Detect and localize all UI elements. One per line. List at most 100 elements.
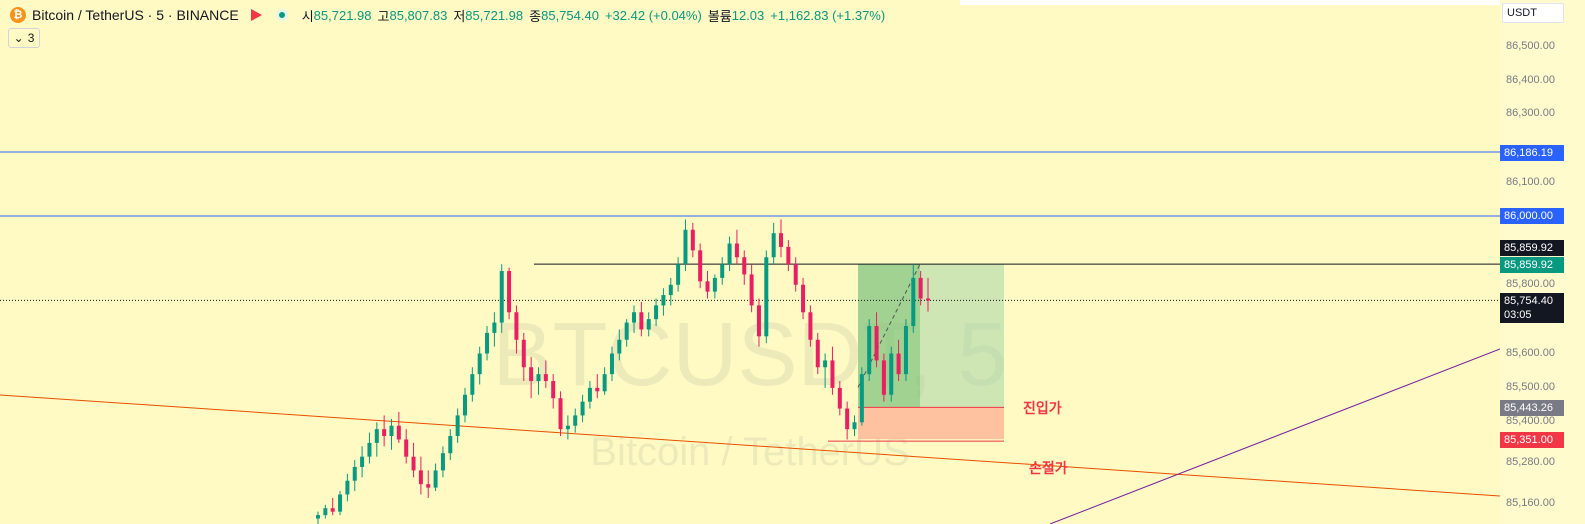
candle-body <box>646 319 651 330</box>
candle-body <box>323 508 328 516</box>
candle-body <box>683 229 688 265</box>
candle-body <box>529 367 534 382</box>
bitcoin-icon: ₿ <box>10 7 26 23</box>
candle-body <box>918 277 923 299</box>
loss-zone <box>858 407 1004 440</box>
open-label: 시 <box>301 8 314 24</box>
candle-body <box>779 233 784 247</box>
candle-body <box>639 312 644 330</box>
candle-body <box>418 470 423 485</box>
candle-body <box>316 515 320 519</box>
candle-body <box>632 312 637 323</box>
price-badge-high-black: 85,859.92 <box>1500 240 1564 256</box>
candle-body <box>676 264 681 285</box>
candle-body <box>382 429 387 437</box>
price-chart[interactable]: BTCUSDT, 5 Bitcoin / TetherUS <box>0 0 1500 524</box>
axis-tick: 86,400.00 <box>1506 74 1555 86</box>
current-price: 85,754.40 <box>1504 295 1553 307</box>
candle-body <box>551 381 556 399</box>
candle-body <box>374 429 379 443</box>
axis-tick: 86,500.00 <box>1506 40 1555 52</box>
purple-trendline <box>1049 348 1500 524</box>
volume-value: 12.03 <box>731 7 765 23</box>
candle-body <box>727 243 732 265</box>
open-value: 85,721.98 <box>313 7 372 23</box>
candle-body <box>698 250 703 282</box>
candle-body <box>859 374 864 423</box>
low-label: 저 <box>453 8 466 24</box>
candle-body <box>764 257 769 337</box>
candle-body <box>507 271 512 313</box>
candle-body <box>845 408 850 430</box>
candle-body <box>587 387 592 402</box>
candle-body <box>690 229 695 251</box>
candle-body <box>823 360 828 368</box>
symbol-legend: ₿ Bitcoin / TetherUS · 5 · BINANCE 시 85,… <box>10 5 891 25</box>
symbol-title[interactable]: Bitcoin / TetherUS · 5 · BINANCE <box>32 7 239 23</box>
candle-body <box>896 353 901 375</box>
candle-body <box>455 415 460 437</box>
candle-body <box>499 271 504 323</box>
candle-body <box>793 264 798 285</box>
candle-body <box>742 257 747 275</box>
volume-label: 볼륨 <box>707 8 732 24</box>
candle-body <box>654 305 659 320</box>
candle-body <box>448 436 453 454</box>
candle-body <box>485 332 490 354</box>
candle-body <box>705 281 710 292</box>
candle-body <box>338 494 343 512</box>
candle-body <box>668 284 673 296</box>
axis-tick: 85,160.00 <box>1506 497 1555 509</box>
candle-body <box>903 326 908 375</box>
stop-loss-label: 손절가 <box>1029 460 1068 476</box>
candle-body <box>470 374 475 395</box>
indicators-toggle-button[interactable]: ⌄ 3 <box>8 28 40 48</box>
orange-trendline <box>0 394 1500 497</box>
candle-body <box>720 264 725 278</box>
candle-body <box>911 277 916 327</box>
candle-body <box>595 387 600 392</box>
candle-body <box>433 470 438 488</box>
currency-select[interactable]: USDT <box>1502 3 1564 23</box>
chevron-down-icon: ⌄ <box>13 31 24 45</box>
close-value: 85,754.40 <box>541 7 599 23</box>
candle-body <box>609 353 614 375</box>
bar-countdown: 03:05 <box>1504 309 1532 321</box>
price-badge-entry: 85,443.26 <box>1500 400 1564 416</box>
candle-body <box>712 277 717 292</box>
axis-tick: 85,500.00 <box>1506 381 1555 393</box>
candle-body <box>926 298 930 301</box>
candle-body <box>889 353 894 395</box>
axis-tick: 85,600.00 <box>1506 347 1555 359</box>
candle-body <box>426 484 431 488</box>
candle-body <box>330 508 335 512</box>
candle-body <box>573 415 578 426</box>
candle-body <box>661 295 666 306</box>
candle-body <box>492 322 497 333</box>
candle-body <box>367 442 372 457</box>
candle-body <box>345 480 350 495</box>
candle-body <box>881 360 886 395</box>
candle-body <box>440 453 445 471</box>
axis-tick: 85,280.00 <box>1506 456 1555 468</box>
flag-icon[interactable] <box>250 9 262 21</box>
candle-body <box>462 394 467 416</box>
market-status-icon[interactable] <box>275 9 288 21</box>
candle-body <box>404 439 409 457</box>
axis-tick: 86,300.00 <box>1506 107 1555 119</box>
top-strip <box>960 0 1500 5</box>
candle-body <box>580 401 585 416</box>
entry-price-label: 진입가 <box>1023 400 1062 416</box>
axis-tick: 86,100.00 <box>1506 176 1555 188</box>
candle-body <box>396 425 401 440</box>
watermark-name: Bitcoin / TetherUS <box>590 430 909 474</box>
candle-body <box>360 456 365 467</box>
candle-body <box>514 312 519 340</box>
high-value: 85,807.83 <box>389 7 448 23</box>
close-label: 종 <box>529 8 542 24</box>
candle-body <box>852 422 857 430</box>
candle-body <box>543 374 548 382</box>
candle-body <box>617 339 622 354</box>
change-value: +32.42 (+0.04%) <box>604 7 702 23</box>
